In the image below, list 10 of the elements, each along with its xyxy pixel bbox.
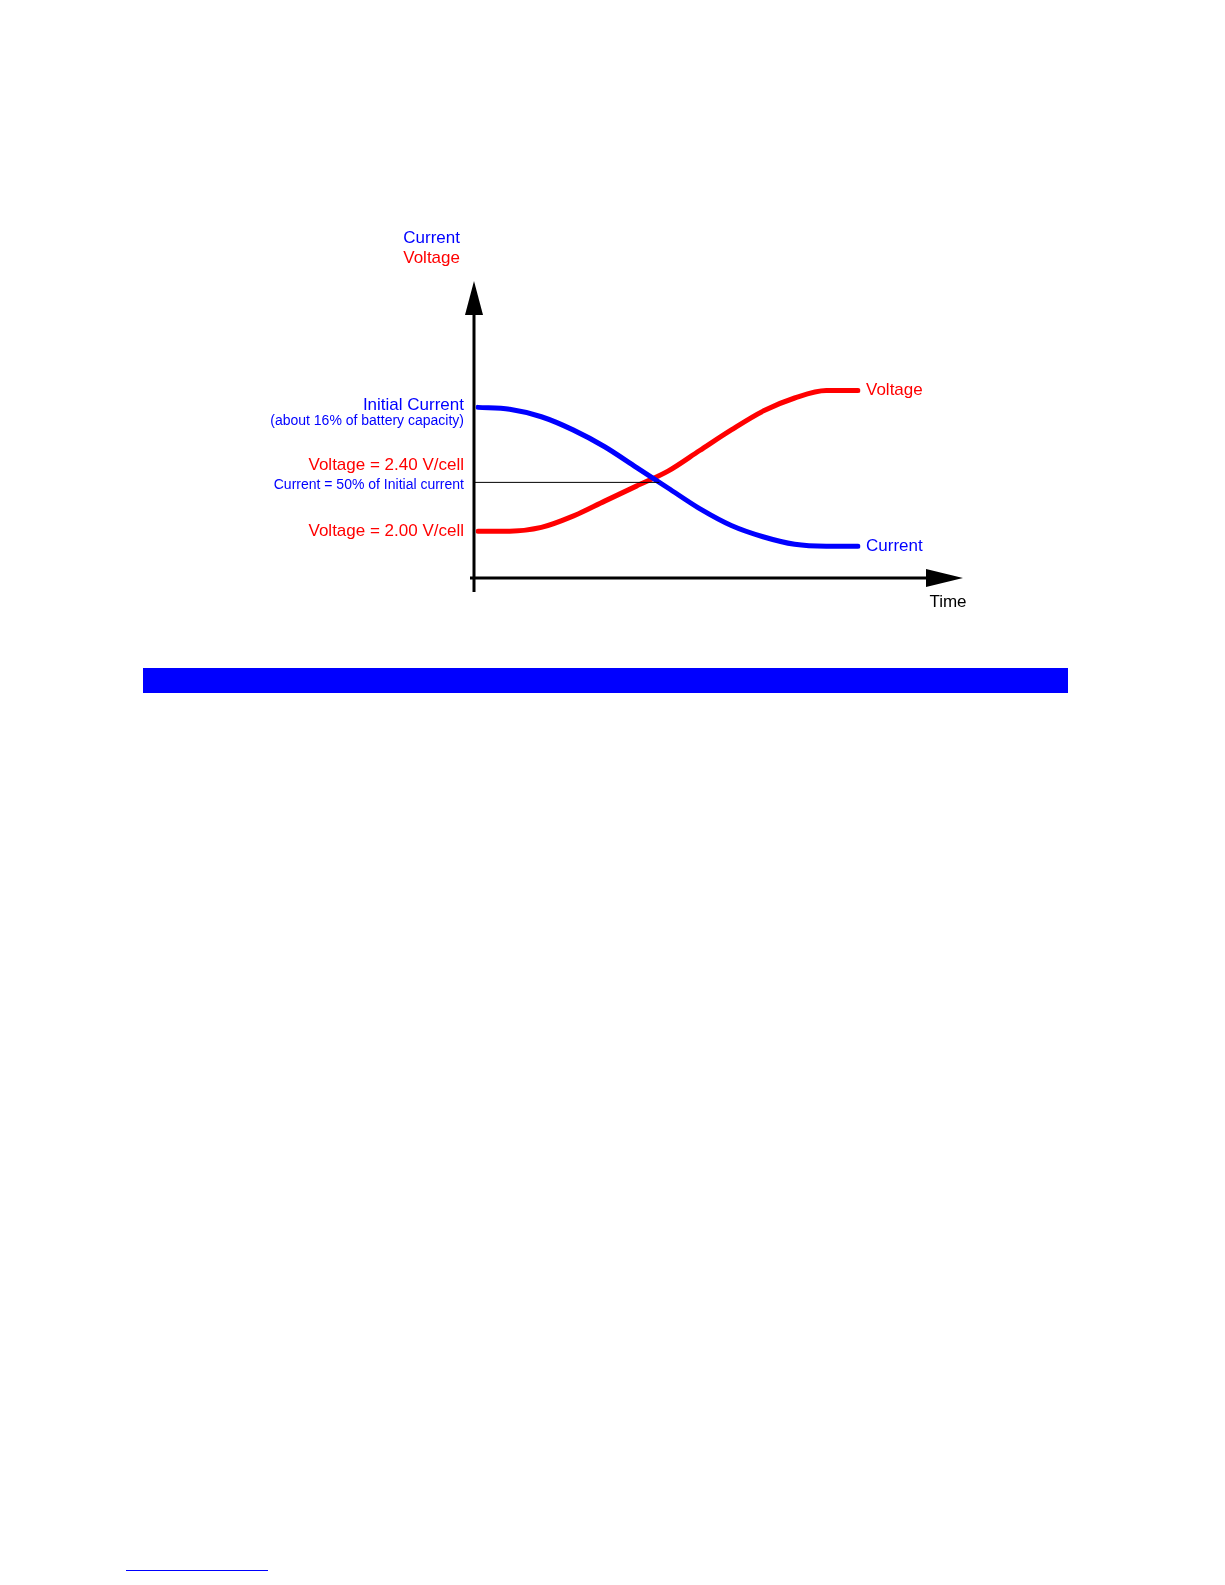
series-label: Voltage xyxy=(866,380,923,400)
x-axis-title: Time xyxy=(929,592,967,612)
annotation: Initial Current xyxy=(362,395,465,415)
annotation: Voltage = 2.40 V/cell xyxy=(308,455,464,475)
annotation: Voltage = 2.00 V/cell xyxy=(308,520,464,540)
text: Voltage xyxy=(403,248,460,267)
series-label: Current xyxy=(866,535,923,555)
text: Current xyxy=(403,228,460,247)
annotation: (about 16% of battery capacity) xyxy=(270,412,464,429)
annotation: Current = 50% of Initial current xyxy=(273,476,465,493)
